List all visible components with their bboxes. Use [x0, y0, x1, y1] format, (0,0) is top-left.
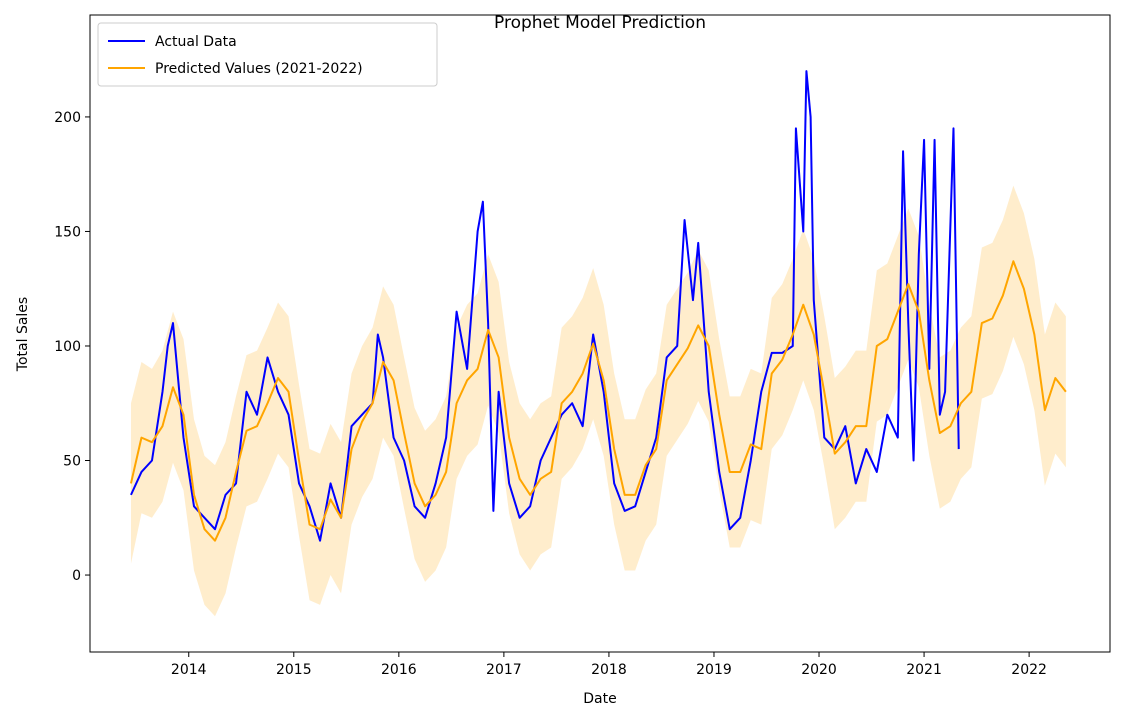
plot-frame [89, 14, 1111, 653]
series-line [129, 260, 1067, 542]
chart-title: Prophet Model Prediction [494, 13, 706, 33]
x-tick-label: 2017 [486, 662, 522, 678]
y-tick-label: 50 [63, 454, 81, 470]
x-tick-label: 2022 [1011, 662, 1047, 678]
legend-label: Predicted Values (2021-2022) [155, 61, 363, 77]
x-tick-label: 2014 [171, 662, 207, 678]
x-tick-label: 2019 [696, 662, 732, 678]
y-tick-label: 0 [72, 568, 81, 584]
x-tick-label: 2016 [381, 662, 417, 678]
x-tick-label: 2021 [906, 662, 942, 678]
legend-label: Actual Data [155, 34, 237, 50]
confidence-band [130, 185, 1066, 617]
x-axis-label: Date [583, 691, 616, 707]
legend: Actual Data Predicted Values (2021-2022) [97, 22, 438, 87]
series-line [130, 70, 960, 542]
x-tick-label: 2020 [801, 662, 837, 678]
y-tick-label: 200 [54, 110, 81, 126]
y-tick-label: 150 [54, 224, 81, 240]
x-tick-label: 2015 [276, 662, 312, 678]
x-tick-label: 2018 [591, 662, 627, 678]
legend-box [97, 22, 438, 87]
y-tick-label: 100 [54, 339, 81, 355]
y-axis-label: Total Sales [15, 297, 31, 372]
